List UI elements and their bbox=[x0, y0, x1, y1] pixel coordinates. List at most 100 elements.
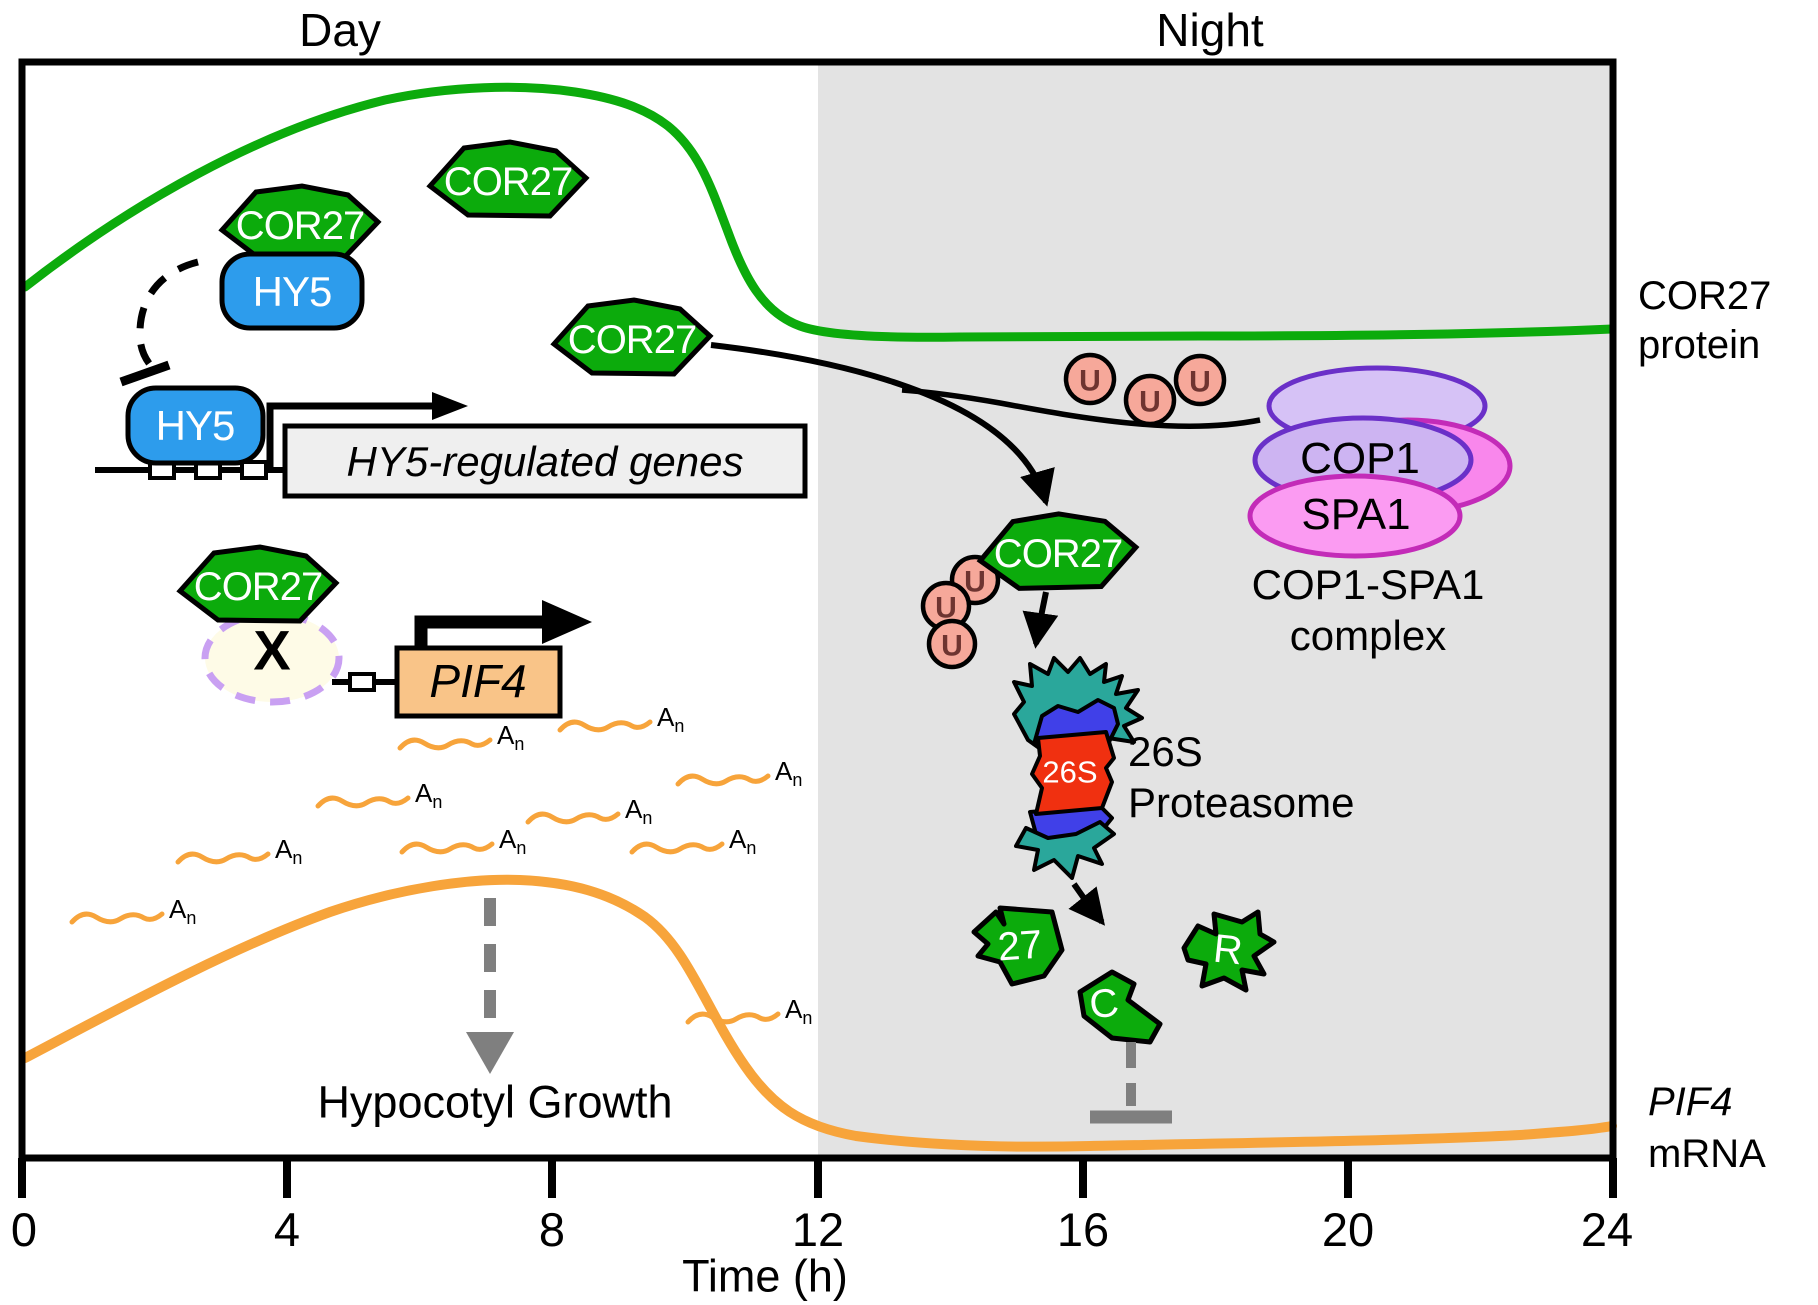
pif4-mrna-curve bbox=[20, 874, 1617, 1152]
cor27-label-night: COR27 bbox=[993, 532, 1123, 576]
cor27-to-night-arrow bbox=[710, 342, 1055, 507]
cor27-label-pair: COR27 bbox=[235, 204, 365, 248]
cor27-label-top: COR27 bbox=[443, 160, 573, 204]
cor27-label-pif4: COR27 bbox=[193, 565, 323, 609]
ubiquitin-label: U bbox=[941, 629, 963, 663]
tick-0: 0 bbox=[10, 1203, 38, 1256]
hypocotyl-growth-label: Hypocotyl Growth bbox=[317, 1076, 673, 1128]
hy5-transcription-arrow bbox=[266, 402, 432, 470]
polya-n: n bbox=[292, 848, 303, 869]
spa1-label: SPA1 bbox=[1301, 489, 1411, 539]
polya-a: A bbox=[275, 834, 293, 864]
ubiquitin-label: U bbox=[935, 591, 957, 625]
polya-n: n bbox=[514, 734, 525, 755]
fragment-3 bbox=[1181, 909, 1277, 993]
ubiquitin-label: U bbox=[1189, 365, 1211, 399]
fragment-2 bbox=[1077, 969, 1163, 1045]
mrna-polya-label: An bbox=[625, 796, 652, 827]
fragment-2-label: C bbox=[1086, 980, 1122, 1028]
mrna-polya-label: An bbox=[775, 758, 802, 789]
polya-a: A bbox=[169, 894, 187, 924]
hy5-node-dna bbox=[125, 385, 266, 466]
proteasome-label: 26S Proteasome bbox=[1128, 728, 1355, 827]
cop1-spa1-complex-shape bbox=[1247, 365, 1513, 559]
pif4-dna-box bbox=[348, 672, 376, 692]
proteasome-shape bbox=[1012, 656, 1144, 880]
mrna-polya-label: An bbox=[275, 836, 302, 867]
pif4-axis-gene: PIF4 bbox=[1648, 1080, 1733, 1124]
mrna-polya-label: An bbox=[729, 826, 756, 857]
fragment-3-label: R bbox=[1211, 926, 1245, 974]
polya-n: n bbox=[802, 1008, 813, 1029]
cor27-label-mid: COR27 bbox=[567, 318, 697, 362]
polya-n: n bbox=[674, 716, 685, 737]
polya-a: A bbox=[729, 824, 747, 854]
day-label: Day bbox=[299, 3, 381, 56]
time-axis-label: Time (h) bbox=[682, 1250, 848, 1302]
polya-a: A bbox=[785, 994, 803, 1024]
polya-a: A bbox=[497, 720, 515, 750]
pif4-transcription-arrow bbox=[414, 615, 542, 650]
hy5-transcription-arrowhead bbox=[432, 392, 468, 420]
mrna-polya-label: An bbox=[169, 896, 196, 927]
hy5-node-pair bbox=[219, 251, 365, 331]
polya-a: A bbox=[415, 778, 433, 808]
hypocotyl-arrowhead bbox=[466, 1032, 514, 1074]
pif4-axis-mrna: mRNA bbox=[1648, 1132, 1766, 1176]
tick-4: 4 bbox=[273, 1203, 301, 1256]
cor27-protein-curve bbox=[20, 82, 1617, 342]
tick-24: 24 bbox=[1580, 1203, 1634, 1256]
ubiquitin-circles-free bbox=[1063, 352, 1227, 427]
polya-n: n bbox=[186, 908, 197, 929]
hy5-regulated-genes-box bbox=[282, 423, 808, 499]
proteasome-core-label: 26S bbox=[1042, 754, 1098, 790]
x-blocked-label: X bbox=[253, 618, 291, 682]
polya-n: n bbox=[432, 792, 443, 813]
mrna-polya-label: An bbox=[415, 780, 442, 811]
hy5-regulated-genes-label: HY5-regulated genes bbox=[346, 437, 744, 485]
polya-a: A bbox=[775, 756, 793, 786]
fragment-1-label: 27 bbox=[996, 922, 1044, 970]
tick-8: 8 bbox=[538, 1203, 566, 1256]
polya-n: n bbox=[792, 770, 803, 791]
x-axis-ticks bbox=[18, 1158, 1617, 1198]
fragment-1 bbox=[971, 905, 1065, 987]
mrna-polya-label: An bbox=[497, 722, 524, 753]
cop1-ubiquitination-line bbox=[901, 387, 1261, 429]
spa1-lobe bbox=[1247, 473, 1463, 559]
hy5-label-pair: HY5 bbox=[252, 267, 333, 315]
ubiquitin-label: U bbox=[964, 565, 986, 599]
inhibition-dashed-arc bbox=[136, 258, 199, 370]
cop1-label: COP1 bbox=[1300, 433, 1420, 483]
pif4-gene-box bbox=[394, 645, 563, 719]
tick-20: 20 bbox=[1321, 1203, 1375, 1256]
pif4-transcription-arrowhead bbox=[542, 600, 592, 644]
inhibition-t-bar bbox=[119, 360, 171, 387]
ubiquitin-label: U bbox=[1079, 364, 1101, 398]
cor27-protein-axis-label: COR27 protein bbox=[1638, 274, 1772, 367]
polya-n: n bbox=[516, 838, 527, 859]
cop1-spa1-complex-label: COP1-SPA1 complex bbox=[1251, 560, 1485, 659]
hy5-dna-boxes bbox=[148, 460, 268, 480]
pif4-mrna-axis-label: PIF4 mRNA bbox=[1648, 1076, 1766, 1180]
polya-n: n bbox=[746, 838, 757, 859]
hy5-label-dna: HY5 bbox=[155, 401, 236, 449]
tick-16: 16 bbox=[1056, 1203, 1110, 1256]
to-fragments-arrow bbox=[1068, 882, 1105, 926]
polya-a: A bbox=[625, 794, 643, 824]
mrna-polya-label: An bbox=[657, 704, 684, 735]
mrna-polya-label: An bbox=[499, 826, 526, 857]
ubiquitin-label: U bbox=[1139, 385, 1161, 419]
polya-n: n bbox=[642, 808, 653, 829]
ubiquitin-chain bbox=[920, 554, 1001, 670]
tick-12: 12 bbox=[791, 1203, 845, 1256]
night-label: Night bbox=[1156, 3, 1264, 56]
cor27-fragments bbox=[971, 905, 1277, 1045]
mrna-polya-label: An bbox=[785, 996, 812, 1027]
polya-a: A bbox=[657, 702, 675, 732]
polya-a: A bbox=[499, 824, 517, 854]
to-proteasome-arrow bbox=[1022, 591, 1059, 649]
pif4-gene-label: PIF4 bbox=[429, 654, 527, 707]
